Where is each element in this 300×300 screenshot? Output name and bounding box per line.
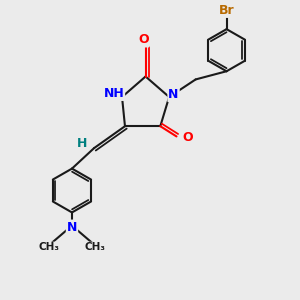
Text: CH₃: CH₃ <box>84 242 105 252</box>
Text: H: H <box>76 137 87 150</box>
Text: Br: Br <box>219 4 234 17</box>
Text: O: O <box>138 34 148 46</box>
Text: N: N <box>168 88 179 101</box>
Text: N: N <box>67 220 77 234</box>
Text: O: O <box>182 130 193 143</box>
Text: CH₃: CH₃ <box>39 242 60 252</box>
Text: NH: NH <box>103 87 124 100</box>
